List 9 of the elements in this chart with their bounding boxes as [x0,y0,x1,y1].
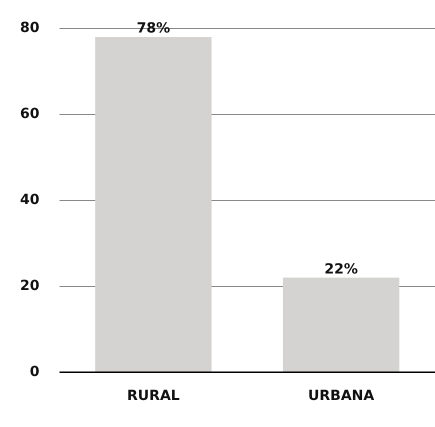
x-tick-label: URBANA [308,388,374,404]
y-tick-label: 60 [20,106,40,122]
y-tick-label: 80 [20,20,40,36]
data-label: 22% [324,261,358,278]
y-tick-label: 40 [20,192,40,208]
data-label: 78% [136,20,170,37]
y-tick-label: 20 [20,278,40,294]
y-tick-label: 0 [30,364,40,380]
x-tick-label: RURAL [127,388,180,404]
